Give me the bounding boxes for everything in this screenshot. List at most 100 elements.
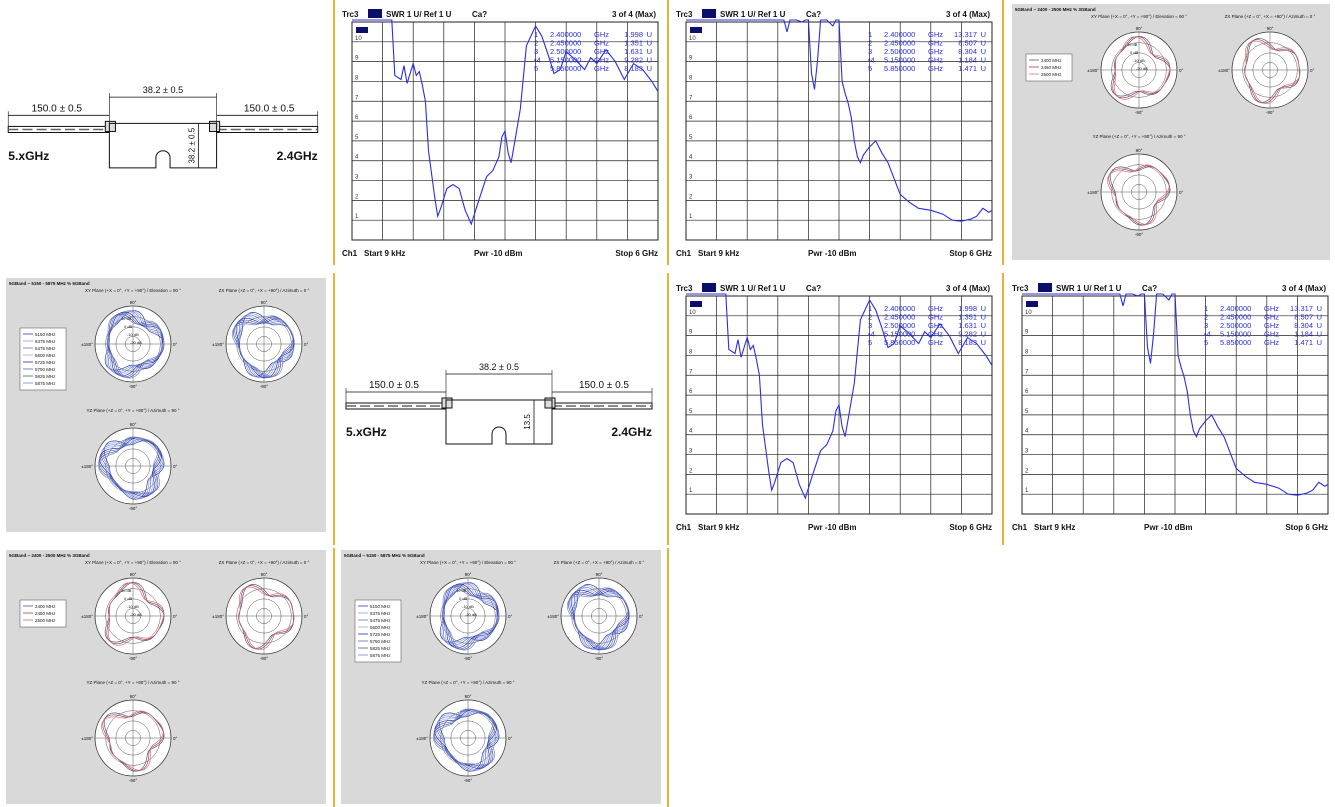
y-tick-label: 7 (689, 369, 693, 375)
angle-label: 90° (1136, 148, 1143, 153)
marker-unit: GHz (1264, 338, 1279, 347)
angle-label: -90° (260, 384, 269, 389)
y-tick-label: 8 (689, 75, 693, 81)
zx-plane-pattern: 90° -90° ±180° 0° (212, 572, 308, 661)
angle-label: 0° (173, 464, 178, 469)
swr-trace (686, 293, 993, 500)
trace-color-swatch (368, 9, 382, 18)
pattern-trace (107, 582, 165, 646)
legend-item: 5825 MHz (35, 374, 56, 379)
power-level: Pwr -10 dBm (1144, 523, 1192, 532)
stop-frequency: Stop 6 GHz (615, 249, 658, 258)
pattern-title: 5GBand ~ 2400 - 2500 MHz % 3GBand (9, 553, 90, 558)
legend-item: 2400 MHz (35, 604, 56, 609)
reference-marker (690, 301, 702, 307)
zx-plane-pattern: 90° -90° ±180° 0° (547, 572, 643, 661)
marker-unit: GHz (928, 56, 943, 65)
legend-box (19, 327, 67, 391)
marker-unit: GHz (594, 56, 609, 65)
yz-plane-title: YZ Plane (+Z = 0°, +Y = +90°) / Azimuth … (86, 408, 179, 413)
marker-value-unit: U (981, 64, 986, 73)
marker-value: 1.184 (958, 56, 977, 65)
connector (544, 397, 556, 409)
y-tick-label: 8 (1025, 349, 1029, 355)
angle-label: 0° (173, 736, 178, 741)
marker-value-unit: U (981, 47, 986, 56)
trace-color-swatch (702, 283, 716, 292)
marker-value: 8.183 (624, 64, 643, 73)
y-tick-label: 5 (1025, 409, 1029, 415)
y-tick-label: 1 (1025, 488, 1029, 494)
angle-label: -90° (129, 656, 138, 661)
trace-format: SWR 1 U/ Ref 1 U (1056, 284, 1122, 293)
grid (686, 296, 992, 514)
marker-number: 3 (868, 321, 872, 330)
y-tick-label: 2 (355, 194, 359, 200)
legend-item: 5750 MHz (370, 639, 391, 644)
zx-plane-title: ZX Plane (+Z = 0°, +X = +90°) / Azimuth … (554, 560, 645, 565)
marker-frequency: 2.450000 (884, 313, 915, 322)
marker-value: 1.184 (1294, 330, 1313, 339)
marker-value: 13.317 (954, 30, 977, 39)
marker-value: 8.183 (958, 338, 977, 347)
marker-unit: GHz (594, 39, 609, 48)
pattern-trace (442, 582, 499, 648)
marker-unit: GHz (1264, 304, 1279, 313)
angle-label: ±180° (547, 614, 559, 619)
angle-label: -90° (129, 778, 138, 783)
xy-plane-title: XY Plane (+X = 0°, +Y = +90°) / Elevatio… (420, 560, 516, 565)
angle-label: -90° (260, 656, 269, 661)
legend-item: 2500 MHz (35, 618, 56, 623)
pattern-trace (101, 710, 164, 771)
marker-frequency: 2.400000 (884, 304, 915, 313)
y-tick-label: 10 (689, 36, 696, 42)
marker-value-unit: U (981, 56, 986, 65)
xy-plane-title: XY Plane (+X = 0°, +Y = +90°) / Elevatio… (85, 288, 181, 293)
marker-unit: GHz (928, 304, 943, 313)
y-tick-label: 9 (355, 56, 359, 62)
radial-label: -20 dB (130, 340, 142, 345)
legend-item: 2500 MHz (1041, 72, 1062, 77)
y-tick-label: 6 (355, 115, 359, 121)
radial-label: -20 dB (1136, 66, 1148, 71)
marker-unit: GHz (928, 330, 943, 339)
trace-name: Trc3 (1012, 284, 1029, 293)
angle-label: 90° (130, 694, 137, 699)
pattern-trace (570, 589, 630, 651)
stop-frequency: Stop 6 GHz (949, 523, 992, 532)
swr-chart-4: Trc3 SWR 1 U/ Ref 1 U Ca? 3 of 4 (Max) 10 9 8 7… (1008, 280, 1334, 538)
trace-format: SWR 1 U/ Ref 1 U (720, 10, 786, 19)
y-tick-label: 9 (689, 330, 693, 336)
pcb-outline (108, 122, 218, 169)
angle-label: 90° (261, 300, 268, 305)
yz-plane-pattern: 90° -90° ±180° 0° (81, 422, 177, 511)
zx-plane-pattern: 90° -90° ±180° 0° (1218, 26, 1314, 115)
marker-number: 1 (868, 30, 872, 39)
separator (333, 273, 335, 545)
y-tick-label: 3 (689, 175, 693, 181)
marker-value-unit: U (1317, 304, 1322, 313)
marker-frequency: 5.850000 (884, 338, 915, 347)
marker-unit: GHz (928, 338, 943, 347)
marker-number: •4 (534, 56, 541, 65)
y-tick-label: 7 (689, 95, 693, 101)
swr-trace (1022, 293, 1329, 496)
angle-label: 0° (1179, 190, 1184, 195)
yz-plane-pattern: 90° -90° ±180° 0° (81, 694, 177, 783)
y-tick-label: 5 (355, 135, 359, 141)
angle-label: -90° (1135, 110, 1144, 115)
y-tick-label: 8 (355, 75, 359, 81)
label-5ghz: 5.xGHz (346, 425, 387, 439)
cal-status: Ca? (472, 10, 487, 19)
connector (441, 397, 453, 409)
pattern-trace (238, 586, 295, 651)
trace-format: SWR 1 U/ Ref 1 U (720, 284, 786, 293)
marker-frequency: 5.850000 (1220, 338, 1251, 347)
marker-value: 1.471 (958, 64, 977, 73)
label-2-4ghz: 2.4GHz (611, 425, 652, 439)
angle-label: 90° (1136, 26, 1143, 31)
marker-frequency: 5.150000 (550, 56, 581, 65)
dimension-vertical: 13.5 (523, 414, 532, 430)
marker-value: 1.998 (958, 304, 977, 313)
trace-color-swatch (702, 9, 716, 18)
